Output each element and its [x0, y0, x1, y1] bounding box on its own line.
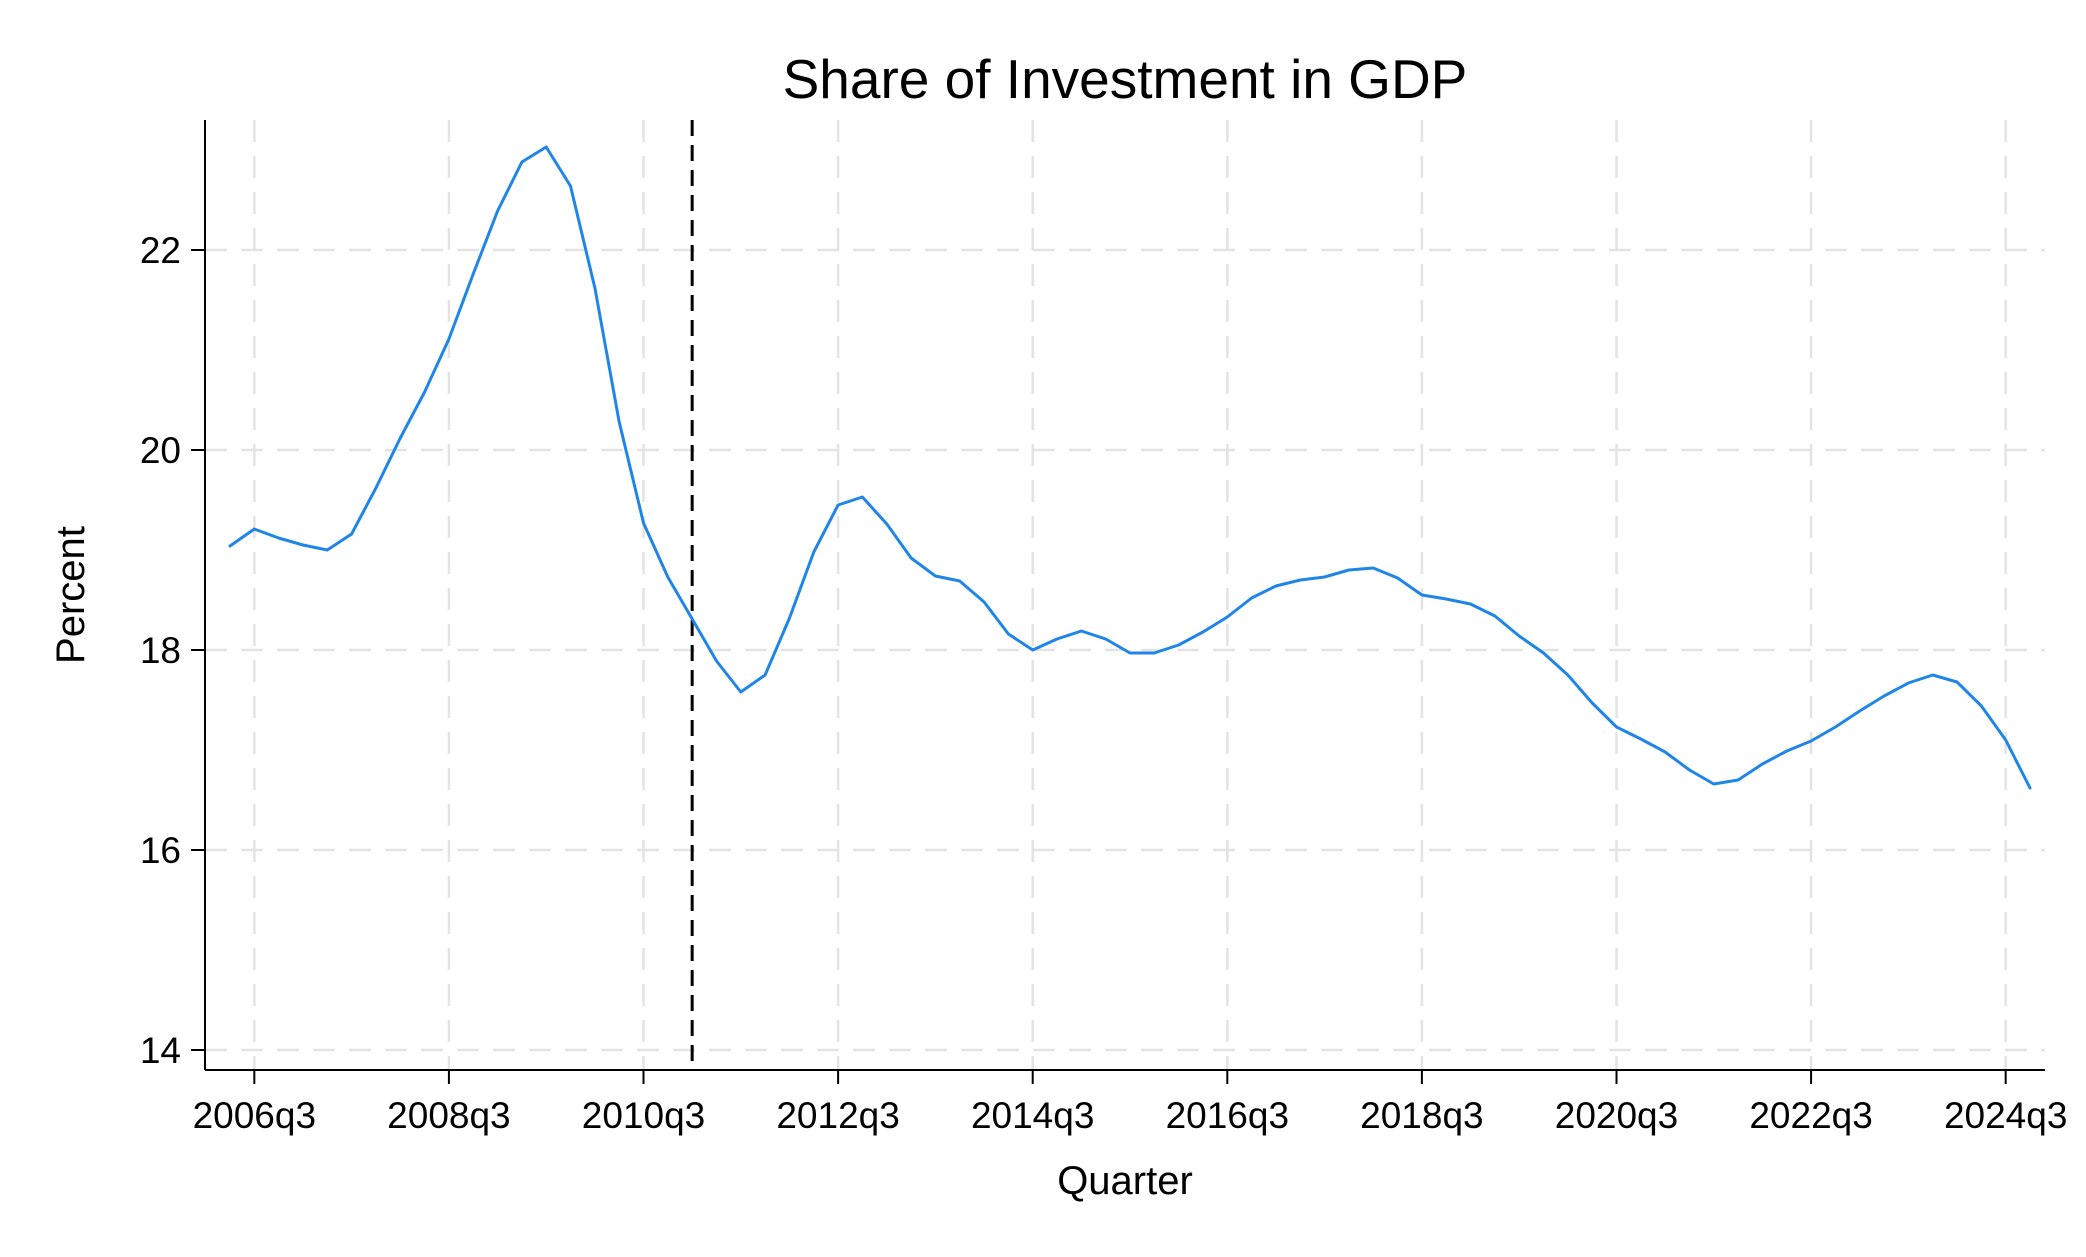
series-group	[228, 145, 2032, 790]
gridlines	[205, 120, 2045, 1070]
series-line	[228, 145, 2032, 790]
axes	[204, 120, 2045, 1071]
x-tick-label: 2008q3	[387, 1095, 510, 1136]
y-tick-label: 22	[140, 230, 181, 271]
x-tick-label: 2020q3	[1555, 1095, 1678, 1136]
x-tick-label: 2016q3	[1166, 1095, 1289, 1136]
y-tick-label: 20	[140, 430, 181, 471]
x-tick-label: 2012q3	[776, 1095, 899, 1136]
x-axis-title: Quarter	[1057, 1159, 1193, 1203]
x-tick-label: 2018q3	[1360, 1095, 1483, 1136]
ticks: 14 16 18 20 22 2006q3 2008q3 2010q3 2012q3 2014q3…	[140, 230, 2068, 1136]
x-tick-label: 2014q3	[971, 1095, 1094, 1136]
chart-title: Share of Investment in GDP	[783, 48, 1468, 110]
y-axis-title: Percent	[49, 526, 93, 664]
y-tick-label: 14	[140, 1030, 181, 1071]
x-tick-label: 2022q3	[1749, 1095, 1872, 1136]
x-tick-label: 2006q3	[193, 1095, 316, 1136]
x-tick-label: 2010q3	[582, 1095, 705, 1136]
x-tick-label: 2024q3	[1944, 1095, 2067, 1136]
y-tick-label: 18	[140, 630, 181, 671]
y-tick-label: 16	[140, 830, 181, 871]
